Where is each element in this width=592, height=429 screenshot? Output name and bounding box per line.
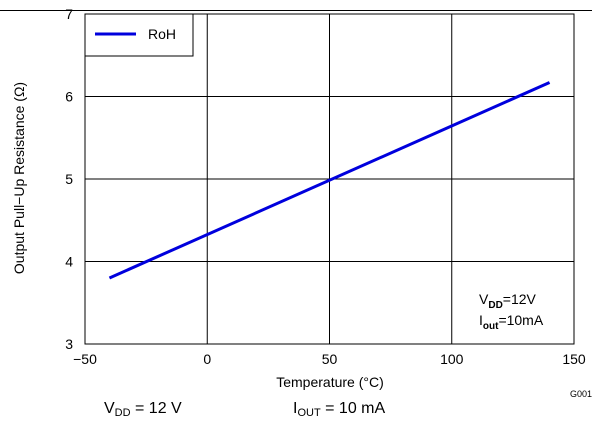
x-tick-label: 50 — [322, 351, 338, 367]
y-axis-label: Output Pull−Up Resistance (Ω) — [11, 82, 27, 274]
plot-frame — [84, 13, 575, 345]
x-tick-label: 0 — [203, 351, 211, 367]
y-tick-label: 6 — [65, 89, 73, 105]
x-tick-label: 100 — [440, 351, 464, 367]
x-axis-label: Temperature (°C) — [276, 374, 384, 390]
legend-box — [84, 13, 194, 57]
y-tick-label: 4 — [65, 254, 73, 270]
caption-iout: IOUT = 10 mA — [293, 400, 386, 419]
annotation-vdd: VDD=12V — [479, 291, 537, 311]
series-group — [108, 81, 551, 280]
y-tick-label: 5 — [65, 171, 73, 187]
figure-code: G001 — [570, 389, 592, 399]
y-tick-label: 3 — [65, 336, 73, 352]
caption-vdd: VDD = 12 V — [104, 400, 182, 419]
legend-label-roh: RoH — [148, 26, 176, 42]
annotation-iout: Iout=10mA — [479, 312, 544, 332]
y-tick-label: 7 — [65, 6, 73, 22]
legend: RoH — [84, 13, 194, 57]
x-tick-label: −50 — [73, 351, 97, 367]
series-line-roh — [108, 81, 551, 280]
x-tick-label: 150 — [562, 351, 586, 367]
tick-labels: −50 0 50 100 150 3 4 5 6 7 — [65, 6, 586, 367]
